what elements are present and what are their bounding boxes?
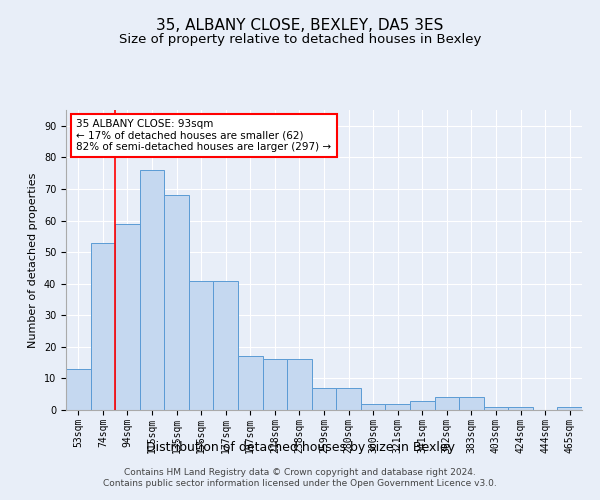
Text: Distribution of detached houses by size in Bexley: Distribution of detached houses by size … [146, 441, 455, 454]
Bar [164, 196, 189, 410]
Text: 35, ALBANY CLOSE, BEXLEY, DA5 3ES: 35, ALBANY CLOSE, BEXLEY, DA5 3ES [157, 18, 443, 32]
Bar [140, 170, 164, 410]
Bar [410, 400, 434, 410]
Bar [66, 369, 91, 410]
Bar [434, 398, 459, 410]
Text: Contains HM Land Registry data © Crown copyright and database right 2024.
Contai: Contains HM Land Registry data © Crown c… [103, 468, 497, 487]
Text: 35 ALBANY CLOSE: 93sqm
← 17% of detached houses are smaller (62)
82% of semi-det: 35 ALBANY CLOSE: 93sqm ← 17% of detached… [76, 119, 331, 152]
Bar [508, 407, 533, 410]
Text: Size of property relative to detached houses in Bexley: Size of property relative to detached ho… [119, 32, 481, 46]
Bar [115, 224, 140, 410]
Bar [238, 356, 263, 410]
Bar [312, 388, 336, 410]
Bar [263, 360, 287, 410]
Bar [361, 404, 385, 410]
Bar [287, 360, 312, 410]
Bar [484, 407, 508, 410]
Bar [214, 280, 238, 410]
Bar [336, 388, 361, 410]
Bar [459, 398, 484, 410]
Y-axis label: Number of detached properties: Number of detached properties [28, 172, 38, 348]
Bar [557, 407, 582, 410]
Bar [91, 242, 115, 410]
Bar [189, 280, 214, 410]
Bar [385, 404, 410, 410]
